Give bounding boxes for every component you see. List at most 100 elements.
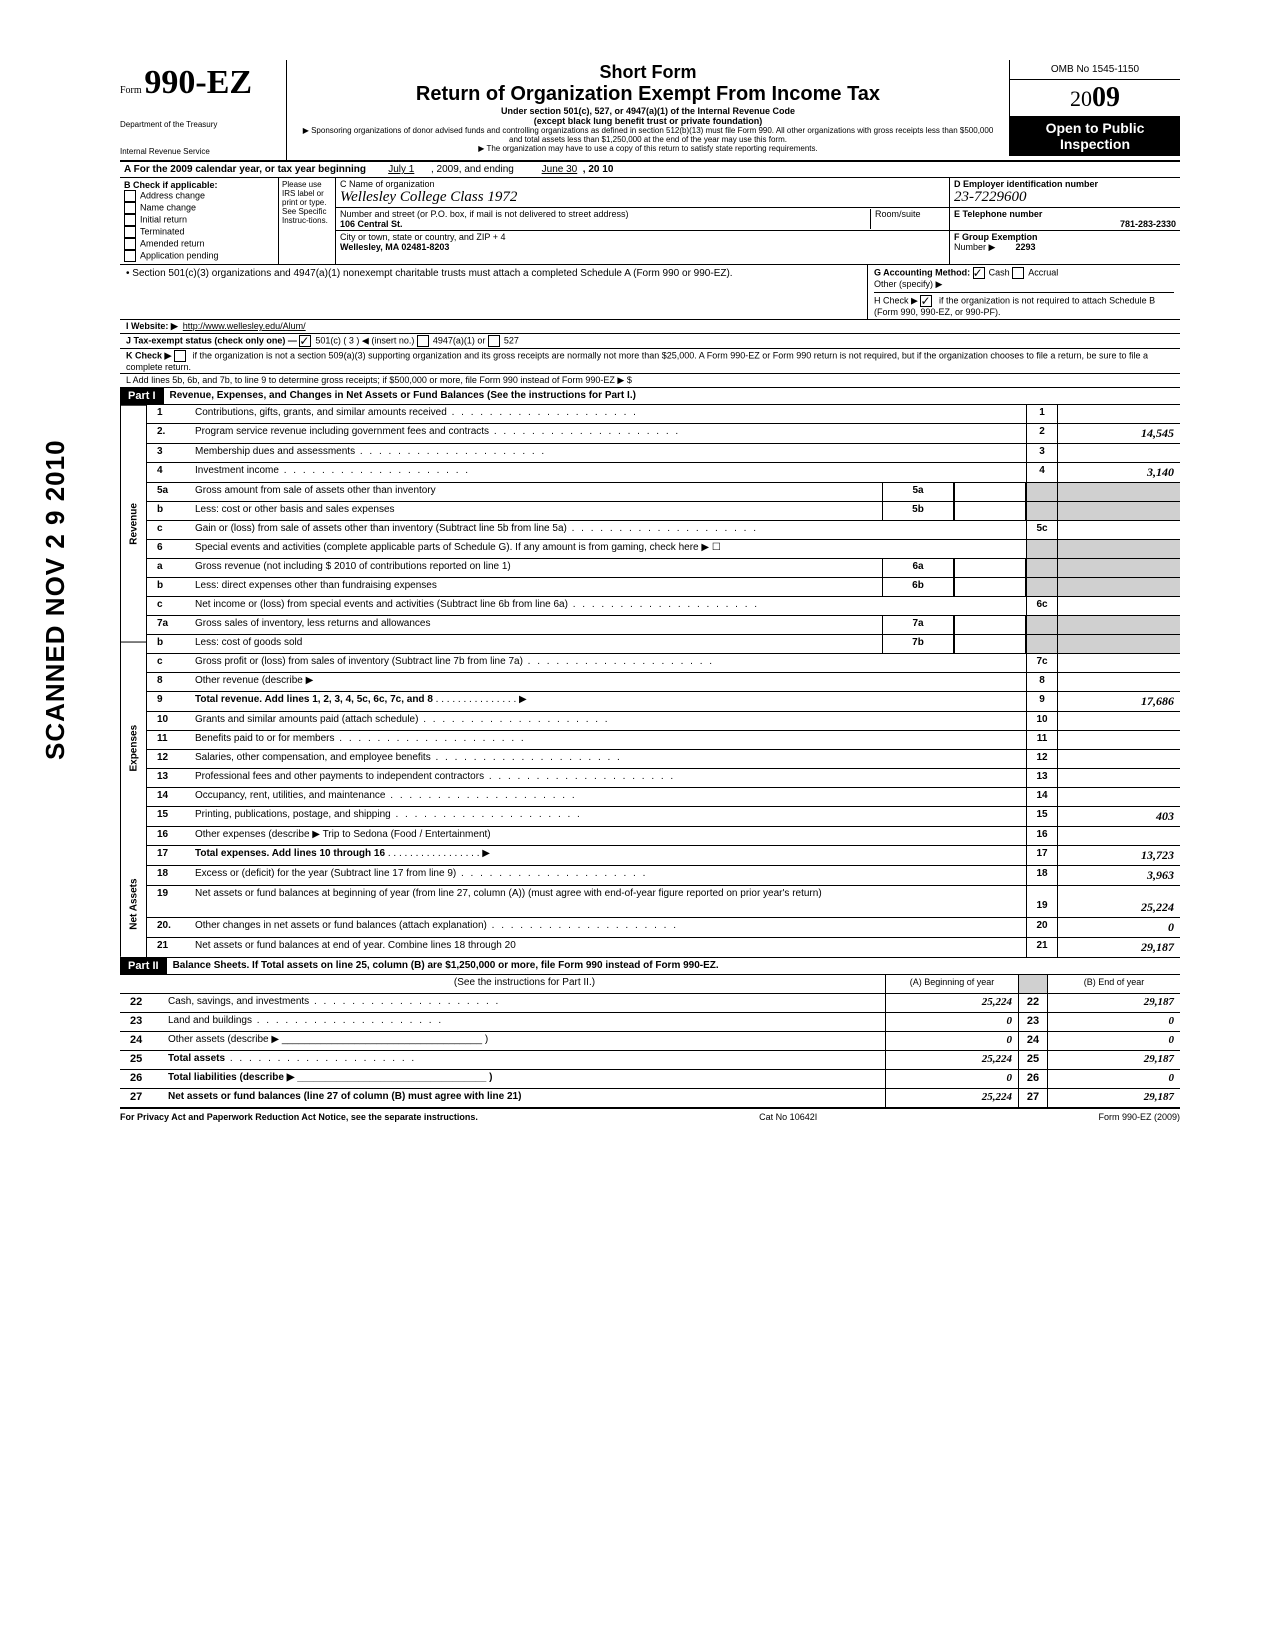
form-header: Form 990-EZ Department of the Treasury I… [120, 60, 1180, 162]
bullet-501c3: • Section 501(c)(3) organizations and 49… [120, 265, 867, 319]
bs-26: 26Total liabilities (describe ▶ ________… [120, 1070, 1180, 1089]
omb-number: OMB No 1545-1150 [1010, 60, 1180, 80]
form-footer: For Privacy Act and Paperwork Reduction … [120, 1109, 1180, 1122]
row-501c3-gh: • Section 501(c)(3) organizations and 49… [120, 265, 1180, 320]
line-7a: 7aGross sales of inventory, less returns… [147, 616, 1180, 635]
chk-cash[interactable] [973, 267, 985, 279]
please-col: Please use IRS label or print or type. S… [279, 178, 336, 264]
form-ref: Form 990-EZ (2009) [1098, 1112, 1180, 1122]
line-7c: cGross profit or (loss) from sales of in… [147, 654, 1180, 673]
chk-527[interactable] [488, 335, 500, 347]
line-19: 19Net assets or fund balances at beginni… [147, 886, 1180, 918]
chk-accrual[interactable] [1012, 267, 1024, 279]
ein-value: 23-7229600 [954, 189, 1176, 206]
tax-year: 2009 [1010, 80, 1180, 116]
line-17: 17Total expenses. Add lines 10 through 1… [147, 846, 1180, 866]
g-accounting: G Accounting Method: Cash Accrual Other … [874, 267, 1174, 290]
chk-terminated[interactable] [124, 226, 136, 238]
chk-501c[interactable] [299, 335, 311, 347]
form-subtitle2: (except black lung benefit trust or priv… [295, 116, 1001, 126]
chk-k[interactable] [174, 350, 186, 362]
cat-no: Cat No 10642I [759, 1112, 817, 1122]
chk-initial-return[interactable] [124, 214, 136, 226]
c-label: C Name of organization [340, 179, 945, 189]
row-l: L Add lines 5b, 6b, and 7b, to line 9 to… [120, 374, 1180, 388]
chk-amended[interactable] [124, 238, 136, 250]
irs: Internal Revenue Service [120, 147, 280, 156]
org-address: 106 Central St. [340, 219, 870, 229]
dept-treasury: Department of the Treasury [120, 120, 280, 129]
group-exemption: 2293 [1015, 242, 1035, 252]
room-suite: Room/suite [870, 209, 945, 229]
org-city: Wellesley, MA 02481-8203 [340, 242, 945, 252]
line-5a: 5aGross amount from sale of assets other… [147, 483, 1180, 502]
line-5b: bLess: cost or other basis and sales exp… [147, 502, 1180, 521]
bs-25: 25Total assets25,2242529,187 [120, 1051, 1180, 1070]
bs-24: 24Other assets (describe ▶ _____________… [120, 1032, 1180, 1051]
form-title: Return of Organization Exempt From Incom… [295, 83, 1001, 106]
line-3: 3Membership dues and assessments3 [147, 444, 1180, 463]
copy-note: ▶ The organization may have to use a cop… [295, 144, 1001, 153]
vlabel-revenue: Revenue [120, 405, 147, 642]
sponsor-note: ▶ Sponsoring organizations of donor advi… [295, 126, 1001, 144]
f-label: F Group Exemption [954, 232, 1038, 242]
line-15: 15Printing, publications, postage, and s… [147, 807, 1180, 827]
line-11: 11Benefits paid to or for members11 [147, 731, 1180, 750]
chk-h[interactable] [920, 295, 932, 307]
line-18: 18Excess or (deficit) for the year (Subt… [147, 866, 1180, 886]
part1-header: Part I Revenue, Expenses, and Changes in… [120, 388, 1180, 405]
form-number: Form 990-EZ [120, 64, 280, 102]
section-bcdef: B Check if applicable: Address change Na… [120, 178, 1180, 265]
line-1: 1Contributions, gifts, grants, and simil… [147, 405, 1180, 424]
line-20: 20.Other changes in net assets or fund b… [147, 918, 1180, 938]
line-7b: bLess: cost of goods sold7b [147, 635, 1180, 654]
line-8: 8Other revenue (describe ▶8 [147, 673, 1180, 692]
chk-address-change[interactable] [124, 190, 136, 202]
line-6c: cNet income or (loss) from special event… [147, 597, 1180, 616]
form-990ez: Form 990-EZ Department of the Treasury I… [120, 60, 1180, 1122]
part1-body: Revenue Expenses Net Assets 1Contributio… [120, 405, 1180, 958]
d-label: D Employer identification number [954, 179, 1098, 189]
short-form-label: Short Form [295, 62, 1001, 83]
part2-colheads: (See the instructions for Part II.) (A) … [120, 975, 1180, 994]
h-check: H Check ▶ if the organization is not req… [874, 292, 1174, 317]
vlabel-expenses: Expenses [120, 642, 147, 853]
phone-value: 781-283-2330 [954, 219, 1176, 229]
part2-header: Part II Balance Sheets. If Total assets … [120, 958, 1180, 975]
form-subtitle: Under section 501(c), 527, or 4947(a)(1)… [295, 106, 1001, 116]
line-9: 9Total revenue. Add lines 1, 2, 3, 4, 5c… [147, 692, 1180, 712]
line-13: 13Professional fees and other payments t… [147, 769, 1180, 788]
bs-23: 23Land and buildings0230 [120, 1013, 1180, 1032]
addr-label: Number and street (or P.O. box, if mail … [340, 209, 870, 219]
row-a-tax-year: A For the 2009 calendar year, or tax yea… [120, 162, 1180, 178]
privacy-notice: For Privacy Act and Paperwork Reduction … [120, 1112, 478, 1122]
line-2: 2.Program service revenue including gove… [147, 424, 1180, 444]
line-6: 6Special events and activities (complete… [147, 540, 1180, 559]
line-4: 4Investment income43,140 [147, 463, 1180, 483]
scanned-stamp: SCANNED NOV 2 9 2010 [40, 439, 71, 760]
line-14: 14Occupancy, rent, utilities, and mainte… [147, 788, 1180, 807]
col-c-name-address: C Name of organization Wellesley College… [336, 178, 950, 264]
chk-4947[interactable] [417, 335, 429, 347]
line-5c: cGain or (loss) from sale of assets othe… [147, 521, 1180, 540]
line-10: 10Grants and similar amounts paid (attac… [147, 712, 1180, 731]
line-6a: aGross revenue (not including $ 2010 of … [147, 559, 1180, 578]
line-21: 21Net assets or fund balances at end of … [147, 938, 1180, 957]
open-to-public: Open to PublicInspection [1010, 116, 1180, 156]
row-k: K Check ▶ if the organization is not a s… [120, 349, 1180, 374]
line-12: 12Salaries, other compensation, and empl… [147, 750, 1180, 769]
bs-22: 22Cash, savings, and investments25,22422… [120, 994, 1180, 1013]
chk-pending[interactable] [124, 250, 136, 262]
org-name: Wellesley College Class 1972 [340, 189, 945, 206]
col-b-checkboxes: B Check if applicable: Address change Na… [120, 178, 279, 264]
line-16: 16Other expenses (describe ▶ Trip to Sed… [147, 827, 1180, 846]
e-label: E Telephone number [954, 209, 1042, 219]
website-url: http://www.wellesley.edu/Alum/ [183, 321, 306, 331]
city-label: City or town, state or country, and ZIP … [340, 232, 945, 242]
row-j-status: J Tax-exempt status (check only one) — 5… [120, 334, 1180, 349]
chk-name-change[interactable] [124, 202, 136, 214]
row-i-website: I Website: ▶ http://www.wellesley.edu/Al… [120, 320, 1180, 334]
vlabel-netassets: Net Assets [120, 852, 147, 957]
bs-27: 27Net assets or fund balances (line 27 o… [120, 1089, 1180, 1109]
col-def: D Employer identification number 23-7229… [950, 178, 1180, 264]
